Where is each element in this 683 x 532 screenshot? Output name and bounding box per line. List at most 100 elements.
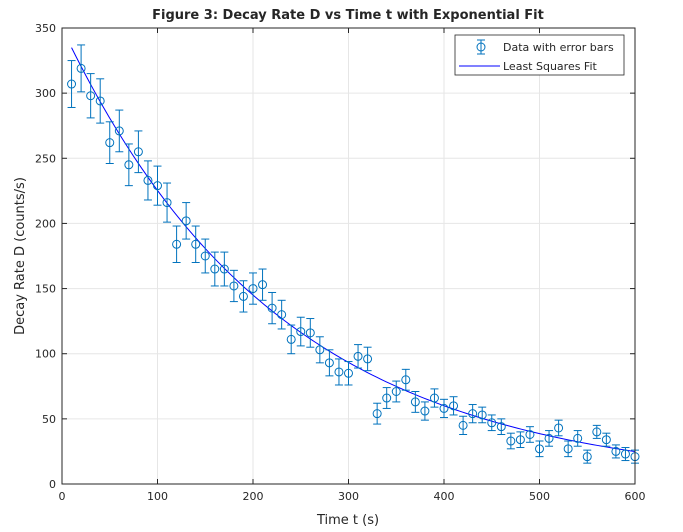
legend: Data with error bars Least Squares Fit [454, 34, 625, 76]
y-tick-label: 200 [35, 217, 56, 230]
data-point [105, 121, 115, 164]
data-marker [191, 239, 201, 249]
data-marker [344, 368, 353, 378]
legend-label-fit: Least Squares Fit [503, 60, 598, 73]
data-marker [153, 181, 162, 191]
data-marker [315, 345, 325, 355]
data-marker [515, 435, 525, 445]
data-point [372, 402, 382, 425]
data-point [554, 419, 564, 437]
data-marker [487, 418, 497, 428]
data-point [334, 358, 344, 386]
data-point [477, 406, 487, 424]
data-marker [458, 420, 468, 430]
fit-layer [71, 47, 636, 453]
data-marker [181, 216, 191, 226]
data-marker [277, 310, 287, 320]
data-marker [86, 91, 96, 101]
data-point [258, 268, 268, 301]
data-point [487, 414, 497, 432]
data-point [353, 344, 363, 369]
data-marker [592, 427, 602, 437]
data-marker [544, 433, 554, 443]
data-point [114, 109, 124, 153]
data-point [468, 404, 478, 424]
data-marker [67, 79, 77, 89]
y-tick-label: 350 [35, 22, 56, 35]
data-point [420, 401, 430, 421]
data-marker [248, 284, 258, 294]
data-point [611, 444, 621, 459]
data-marker [286, 334, 296, 344]
data-marker [535, 444, 544, 454]
data-point [191, 225, 201, 264]
data-point [449, 396, 459, 416]
x-axis-label: Time t (s) [316, 513, 379, 528]
data-point [525, 426, 535, 443]
data-point [124, 143, 134, 187]
data-point [153, 165, 162, 206]
data-marker [200, 251, 210, 261]
data-point [324, 349, 334, 377]
data-marker [496, 422, 506, 432]
data-point [210, 251, 220, 287]
data-marker [114, 126, 124, 136]
data-point [86, 73, 96, 119]
data-marker [229, 281, 239, 291]
data-point [535, 440, 544, 458]
data-marker [582, 452, 592, 462]
data-point [496, 418, 506, 435]
legend-marker-data [476, 39, 486, 55]
data-marker [391, 386, 401, 396]
data-point [67, 60, 77, 108]
data-marker [353, 351, 363, 361]
x-tick-label: 300 [338, 490, 359, 503]
data-marker [162, 198, 172, 208]
data-point [143, 160, 153, 201]
data-point [219, 251, 229, 287]
data-point [506, 432, 516, 450]
data-point [172, 225, 182, 264]
data-marker [372, 409, 382, 419]
data-point [582, 449, 592, 464]
data-point [277, 299, 287, 330]
data-marker [296, 327, 306, 337]
data-marker [363, 354, 373, 364]
data-marker [105, 138, 115, 148]
data-point [592, 424, 602, 439]
data-marker [76, 63, 86, 73]
ticks: 0 100 200 300 400 500 600 0 50 100 150 200 250 300 350 [35, 22, 646, 503]
x-tick-label: 200 [243, 490, 264, 503]
data-marker [258, 280, 268, 290]
data-point [248, 272, 258, 305]
data-marker [133, 147, 143, 157]
data-marker [573, 433, 583, 443]
chart-title: Figure 3: Decay Rate D vs Time t with Ex… [152, 8, 544, 23]
data-point [305, 318, 315, 348]
y-tick-label: 100 [35, 348, 56, 361]
data-marker [554, 423, 564, 433]
y-tick-label: 150 [35, 283, 56, 296]
data-point [401, 368, 411, 391]
data-point [601, 432, 611, 447]
data-point [200, 238, 210, 274]
data-marker [420, 406, 430, 416]
data-marker [468, 409, 478, 419]
data-marker [525, 429, 535, 439]
data-point [229, 269, 239, 303]
data-point [382, 387, 392, 409]
data-point [286, 324, 296, 355]
data-point [95, 78, 105, 124]
data-point [573, 430, 583, 447]
data-marker [410, 397, 420, 407]
data-marker [210, 264, 220, 274]
y-axis-label: Decay Rate D (counts/s) [13, 177, 28, 335]
data-point [267, 291, 277, 325]
x-tick-label: 0 [59, 490, 66, 503]
data-marker [601, 435, 611, 445]
data-marker [563, 444, 573, 454]
data-marker [439, 403, 449, 413]
data-marker [334, 367, 344, 377]
data-point [429, 388, 439, 408]
